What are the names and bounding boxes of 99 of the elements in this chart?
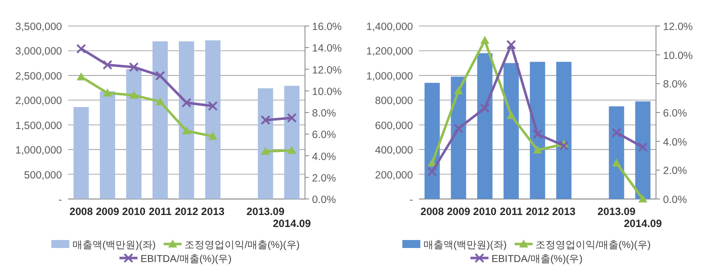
bar (152, 41, 168, 199)
y-tick-label: 600,000 (375, 120, 414, 132)
bar (178, 41, 194, 199)
bar (205, 40, 220, 199)
y2-tick-label: 0.0% (312, 194, 336, 206)
point (129, 90, 138, 99)
point (638, 194, 648, 202)
y2-tick-label: 14.0% (312, 42, 342, 55)
bar (284, 86, 300, 199)
y-tick-label: 1,000,000 (15, 144, 62, 157)
bar (477, 53, 492, 199)
y2-tick-label: 0.0% (663, 194, 687, 206)
y-tick-label: 3,500,000 (15, 21, 62, 33)
legend-label: 조정영업이익/매출(%)(우) (536, 240, 651, 251)
point (261, 146, 270, 155)
point (287, 146, 296, 154)
y2-tick-label: 2.0% (312, 172, 336, 184)
x-tick-label: 2010 (122, 206, 146, 218)
y-tick-label: 500,000 (24, 169, 62, 182)
y-tick-label: 400,000 (375, 144, 414, 157)
point (128, 62, 139, 72)
point (480, 36, 490, 44)
point (103, 88, 112, 97)
x-tick-label: 2014.09 (272, 218, 311, 230)
point (454, 123, 464, 134)
x-tick-label: 2010 (473, 206, 497, 218)
point (156, 97, 165, 106)
point (533, 145, 542, 154)
x-tick-label: 2009 (446, 206, 470, 218)
point (612, 128, 622, 138)
point (208, 132, 218, 140)
x-tick-label: 2011 (500, 206, 523, 218)
legend-label: 매출액(백만원)(좌) (72, 240, 156, 251)
y-tick-label: 1,000,000 (366, 70, 414, 82)
x-tick-label: 2008 (69, 206, 94, 218)
point (76, 44, 86, 54)
point (208, 101, 218, 111)
point (427, 166, 438, 177)
point (155, 70, 166, 81)
point (480, 103, 490, 114)
x-tick-label: 2013 (552, 206, 576, 218)
point (182, 98, 192, 108)
y-tick-label: 1,500,000 (15, 120, 62, 132)
y-tick-label: 1,400,000 (366, 21, 414, 33)
bar (530, 62, 546, 199)
legend-label: 조정영업이익/매출(%)(우) (184, 240, 300, 251)
x-tick-label: 2008 (420, 206, 444, 218)
bar (424, 82, 440, 199)
point (506, 110, 516, 119)
y2-tick-label: 8.0% (663, 78, 687, 91)
point (558, 140, 569, 151)
point (260, 115, 270, 125)
bar (635, 101, 650, 199)
bar (126, 69, 142, 199)
y2-tick-label: 10.0% (312, 86, 342, 98)
y2-tick-label: 6.0% (663, 108, 687, 120)
point (506, 40, 516, 50)
y2-tick-label: 12.0% (312, 64, 342, 76)
x-tick-label: 2011 (148, 206, 172, 218)
x-tick-label: 2012 (174, 206, 198, 218)
y2-tick-label: 10.0% (663, 50, 693, 62)
y2-tick-label: 6.0% (312, 129, 336, 142)
y-tick-label: 200,000 (375, 169, 414, 182)
bar (258, 88, 274, 199)
y2-tick-label: 12.0% (663, 21, 693, 33)
y-tick-label: 1,200,000 (366, 46, 414, 58)
y-tick-label: 800,000 (375, 95, 414, 108)
x-tick-label: 2013.09 (246, 206, 285, 218)
y2-tick-label: 16.0% (312, 21, 342, 33)
x-tick-label: 2012 (526, 206, 550, 218)
point (612, 158, 621, 166)
legend-label: EBITDA/매출(%)(우) (491, 254, 583, 265)
y-tick-label: 3,000,000 (15, 46, 62, 58)
y2-tick-label: 8.0% (312, 108, 336, 120)
bar (100, 91, 116, 199)
bar (608, 106, 624, 199)
point (102, 60, 112, 70)
point (286, 113, 297, 123)
y-tick-label: - (410, 194, 414, 206)
x-tick-label: 2014.09 (624, 218, 662, 230)
y2-tick-label: 4.0% (663, 136, 687, 148)
y-tick-label: - (58, 194, 62, 206)
y2-tick-label: 4.0% (312, 150, 336, 163)
x-tick-label: 2009 (96, 206, 120, 218)
point (532, 129, 542, 140)
bar (504, 63, 519, 199)
legend-label: 매출액(백만원)(좌) (423, 240, 507, 251)
x-tick-label: 2013 (201, 206, 225, 218)
y2-tick-label: 2.0% (663, 165, 687, 178)
point (76, 72, 86, 80)
point (638, 142, 648, 152)
point (454, 86, 463, 94)
legend-label: EBITDA/매출(%)(우) (140, 254, 232, 265)
y-tick-label: 2,000,000 (15, 95, 62, 108)
bar (556, 62, 572, 199)
bar (74, 107, 89, 199)
y-tick-label: 2,500,000 (15, 70, 62, 82)
x-tick-label: 2013.09 (598, 206, 636, 218)
point (182, 126, 191, 134)
